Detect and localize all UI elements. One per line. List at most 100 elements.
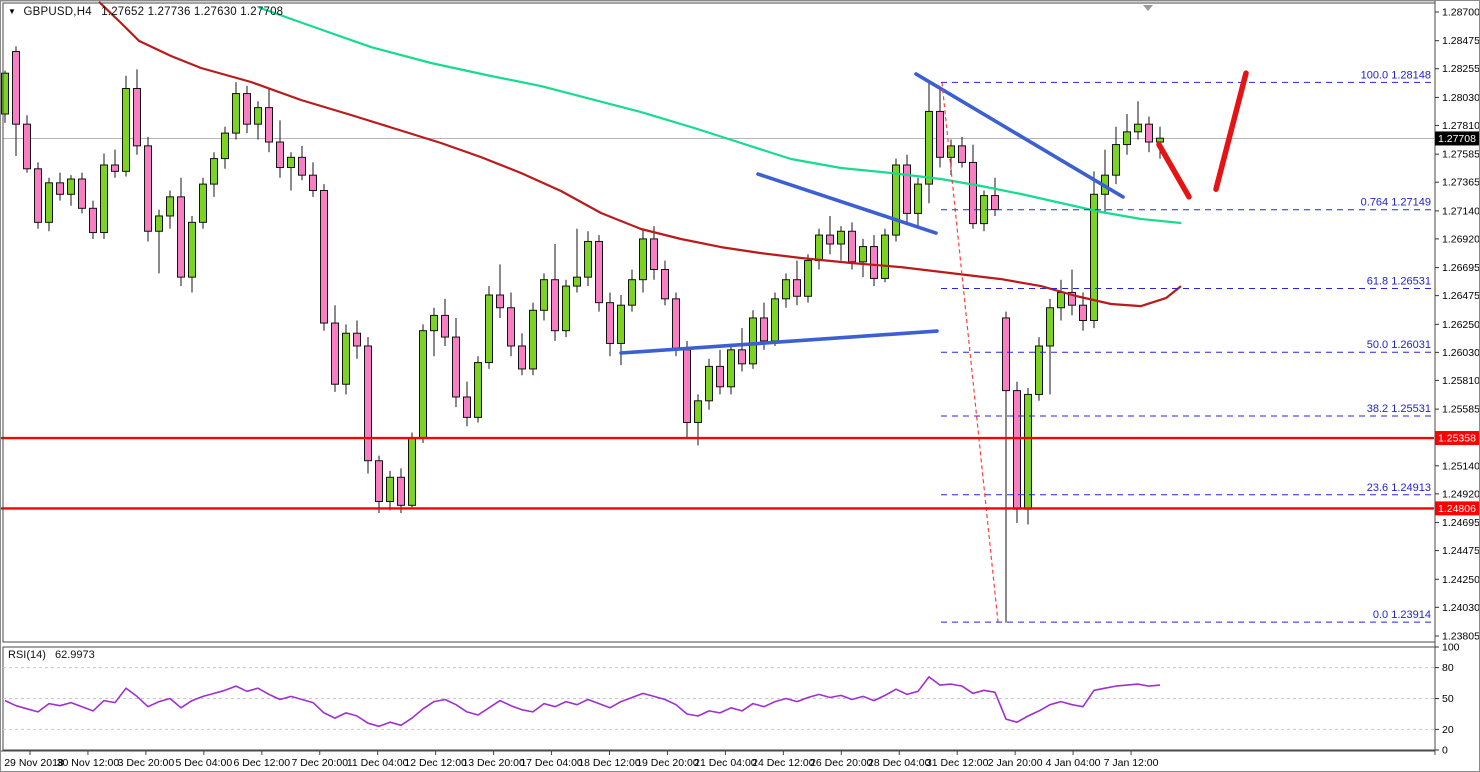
candle-body (155, 215, 163, 232)
time-tick-label: 31 Dec 12:00 (926, 757, 989, 769)
candle-body (298, 156, 306, 176)
candle-body (496, 294, 504, 309)
candle-body (617, 304, 625, 344)
time-tick-label: 5 Dec 04:00 (176, 757, 233, 769)
candle-body (34, 168, 42, 223)
price-tick-label: 1.26030 (1442, 347, 1480, 359)
price-tick-label: 1.26695 (1442, 262, 1480, 274)
candle-body (78, 178, 86, 209)
candle-body (727, 349, 735, 388)
candle-body (1024, 393, 1032, 510)
candle-body (1123, 131, 1131, 146)
time-tick-label: 3 Dec 20:00 (118, 757, 175, 769)
candle-body (1035, 345, 1043, 395)
candle-body (199, 183, 207, 223)
candle-body (815, 234, 823, 262)
candle-body (606, 302, 614, 344)
time-tick-label: 28 Dec 04:00 (868, 757, 931, 769)
candle-body (232, 93, 240, 134)
price-tick-label: 1.25585 (1442, 404, 1480, 416)
candle-body (441, 314, 449, 338)
fib-level-label: 50.0 1.26031 (1367, 339, 1431, 351)
time-tick-label: 29 Nov 2018 (4, 757, 64, 769)
rsi-indicator-label: RSI(14) (8, 649, 46, 661)
time-tick-label: 30 Nov 12:00 (57, 757, 120, 769)
candle-body (672, 298, 680, 351)
candle-body (67, 178, 75, 195)
candle-body (892, 164, 900, 236)
candle-body (562, 285, 570, 332)
candle-body (45, 182, 53, 223)
fib-level-label: 38.2 1.25531 (1367, 403, 1431, 415)
candle-body (386, 476, 394, 503)
ma-slow-red (98, 1, 1182, 308)
time-tick-label: 21 Dec 04:00 (694, 757, 757, 769)
candle-body (705, 365, 713, 402)
time-tick-label: 26 Dec 20:00 (810, 757, 873, 769)
trendline (756, 172, 938, 235)
price-badge-current (1435, 131, 1479, 146)
price-tick-label: 1.28255 (1442, 63, 1480, 75)
candle-body (584, 240, 592, 278)
price-tick-label: 1.27810 (1442, 120, 1480, 132)
annotation-arrow (1213, 70, 1249, 192)
time-tick-label: 24 Dec 12:00 (752, 757, 815, 769)
price-tick-label: 1.27365 (1442, 177, 1480, 189)
candle-body (628, 279, 636, 306)
time-tick-label: 12 Dec 12:00 (404, 757, 467, 769)
candle-body (518, 345, 526, 370)
chart-shift-icon[interactable] (1143, 5, 1153, 11)
candle-body (936, 110, 944, 158)
fib-level-label: 0.0 1.23914 (1373, 609, 1431, 621)
candle-body (683, 349, 691, 423)
candle-body (738, 349, 746, 365)
candle-body (914, 183, 922, 214)
time-tick-label: 13 Dec 20:00 (462, 757, 525, 769)
time-tick-label: 18 Dec 12:00 (578, 757, 641, 769)
candle-body (56, 182, 64, 195)
candle-body (573, 276, 581, 287)
candle-body (133, 87, 141, 147)
candle-body (243, 93, 251, 125)
candle-body (375, 460, 383, 503)
candle-body (837, 230, 845, 245)
candle-body (1079, 304, 1087, 321)
price-badge-level (1435, 501, 1479, 516)
symbol-dropdown-icon[interactable]: ▼ (8, 7, 17, 16)
candle-body (23, 123, 31, 170)
candle-body (1002, 317, 1010, 392)
fib-level-label: 0.764 1.27149 (1361, 197, 1431, 209)
candle-body (749, 317, 757, 365)
candle-body (309, 174, 317, 191)
candle-body (826, 234, 834, 245)
candle-body (1145, 123, 1153, 143)
candle-body (848, 230, 856, 263)
candle-body (947, 145, 955, 158)
candle-body (1156, 137, 1164, 143)
candle-body (287, 156, 295, 169)
candle-body (991, 195, 999, 211)
candle-body (320, 189, 328, 324)
price-badge-level-label: 1.25358 (1438, 433, 1476, 445)
price-tick-label: 1.24695 (1442, 517, 1480, 529)
time-tick-label: 11 Dec 04:00 (347, 757, 409, 769)
symbol-period-label: GBPUSD,H4 (23, 6, 92, 18)
candle-body (12, 51, 20, 125)
price-badge-level (1435, 431, 1479, 446)
price-tick-label: 1.25140 (1442, 460, 1480, 472)
price-tick-label: 1.24475 (1442, 545, 1480, 557)
candle-body (111, 164, 119, 172)
chart-header: ▼ GBPUSD,H4 1.27652 1.27736 1.27630 1.27… (8, 6, 283, 18)
candle-body (595, 240, 603, 304)
fib-level-label: 61.8 1.26531 (1367, 275, 1431, 287)
candle-body (166, 196, 174, 217)
main-pane-frame (2, 2, 1436, 643)
candle-body (419, 330, 427, 439)
candle-body (265, 107, 273, 143)
price-tick-label: 1.28475 (1442, 35, 1480, 47)
candle-body (331, 322, 339, 385)
candle-body (452, 336, 460, 398)
candle-body (958, 145, 966, 163)
candle-body (661, 269, 669, 300)
